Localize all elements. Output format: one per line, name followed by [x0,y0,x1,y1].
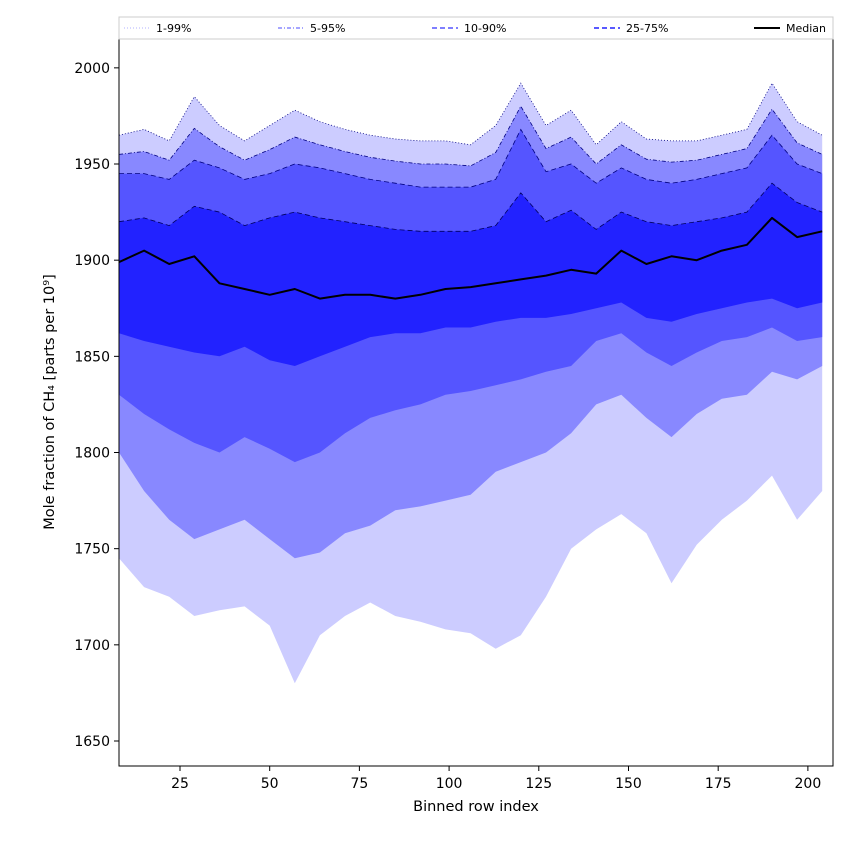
y-tick-label: 1800 [74,446,110,462]
x-tick-label: 100 [436,776,463,792]
legend-box [118,16,834,40]
legend: 1-99% 5-95% 10-90% 25-75% Median [118,16,834,40]
percentile-bands [118,82,823,684]
x-tick-label: 200 [795,776,822,792]
median-layer [118,216,823,300]
legend-label: Median [786,22,826,35]
x-tick-label: 75 [350,776,368,792]
x-tick-label: 150 [615,776,642,792]
y-tick-label: 1700 [74,638,110,654]
legend-label: 10-90% [464,22,506,35]
edge-1-99-upper [118,82,823,146]
y-tick-label: 1750 [74,542,110,558]
x-tick-label: 25 [171,776,189,792]
y-tick-label: 1950 [74,157,110,173]
band-25-75 [119,183,823,366]
y-axis-label: Mole fraction of CH₄ [parts per 10⁹] [42,274,58,529]
x-tick-label: 175 [705,776,732,792]
x-axis-ticks: 25 50 75 100 125 150 175 200 [171,766,821,792]
x-tick-label: 125 [525,776,552,792]
x-axis-label: Binned row index [413,799,539,815]
edge-25-75-upper [118,182,823,232]
y-tick-label: 2000 [74,61,110,77]
legend-label: 25-75% [626,22,668,35]
legend-label: 1-99% [156,22,191,35]
y-tick-label: 1900 [74,253,110,269]
median-line [118,216,823,300]
x-tick-label: 50 [261,776,279,792]
y-tick-label: 1650 [74,734,110,750]
y-axis-ticks: 1650 1700 1750 1800 1850 1900 1950 2000 [74,61,119,750]
y-tick-label: 1850 [74,349,110,365]
edge-10-90-upper [119,128,823,188]
legend-label: 5-95% [310,22,345,35]
